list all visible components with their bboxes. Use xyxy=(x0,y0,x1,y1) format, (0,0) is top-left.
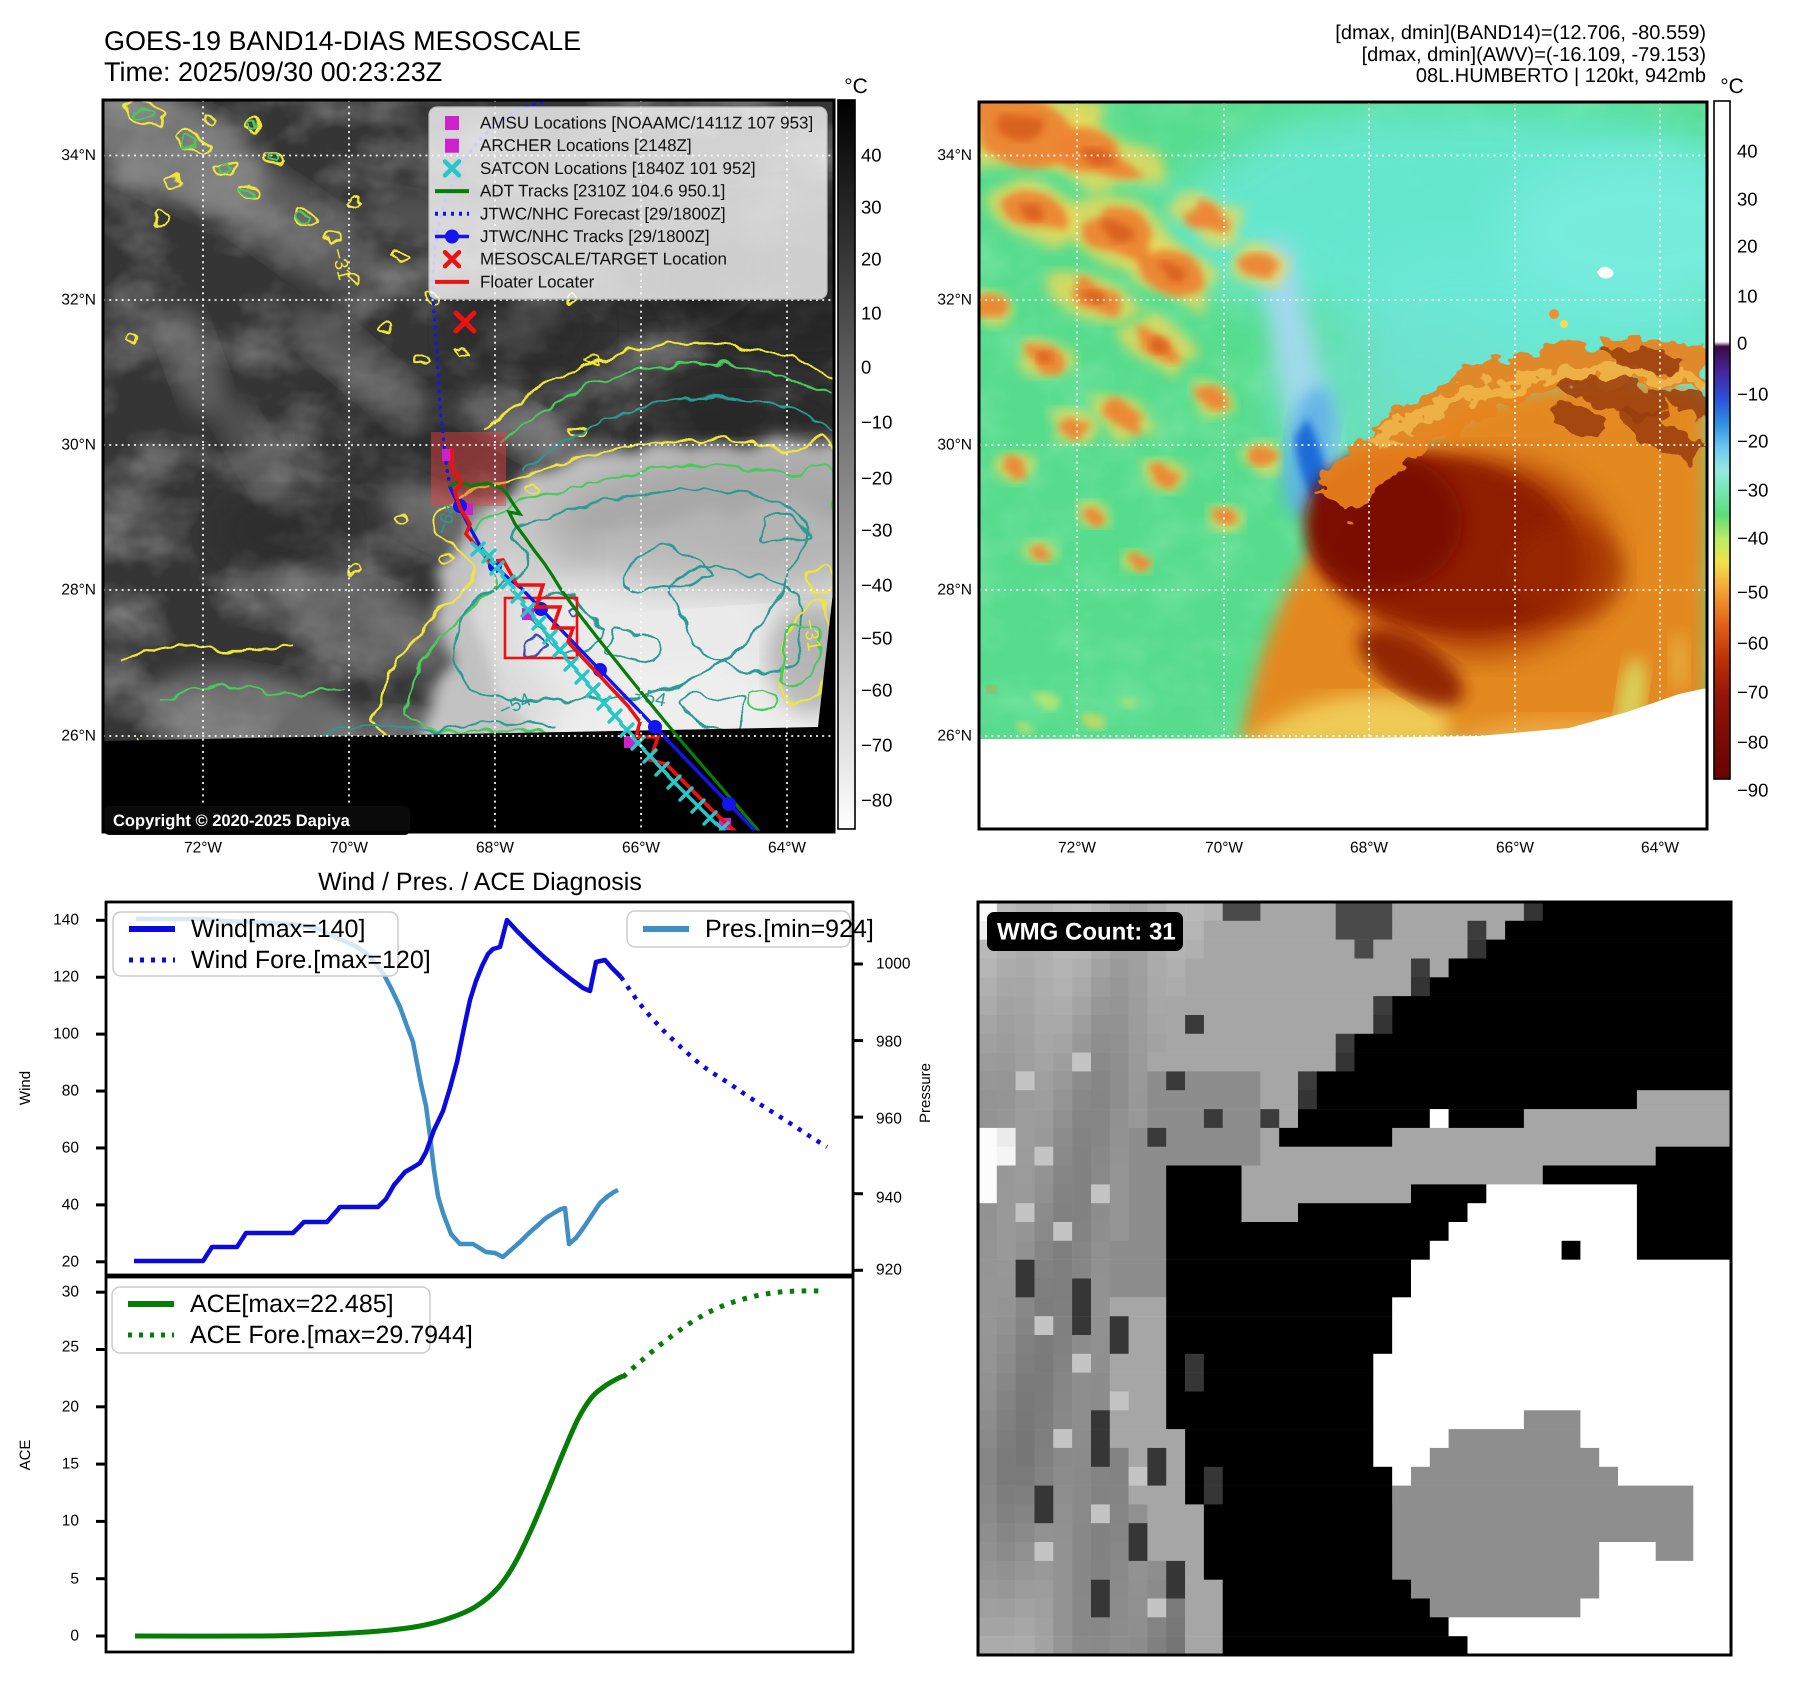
svg-text:SATCON Locations [1840Z 101 95: SATCON Locations [1840Z 101 952] xyxy=(480,159,756,178)
svg-text:−10: −10 xyxy=(1737,384,1768,405)
svg-text:32°N: 32°N xyxy=(937,292,972,309)
svg-text:Wind: Wind xyxy=(17,1071,34,1105)
svg-text:−40: −40 xyxy=(861,575,892,596)
svg-text:°C: °C xyxy=(844,75,868,98)
svg-text:0: 0 xyxy=(861,357,871,378)
svg-text:28°N: 28°N xyxy=(61,582,96,599)
svg-text:30: 30 xyxy=(62,1284,80,1301)
svg-text:−50: −50 xyxy=(861,628,892,649)
svg-text:Pres.[min=924]: Pres.[min=924] xyxy=(705,915,874,943)
svg-text:GOES-19 BAND14-DIAS MESOSCALE: GOES-19 BAND14-DIAS MESOSCALE xyxy=(104,26,581,56)
svg-text:66°W: 66°W xyxy=(622,840,660,857)
svg-text:34°N: 34°N xyxy=(937,147,972,164)
svg-text:30: 30 xyxy=(861,197,882,218)
svg-text:ARCHER Locations [2148Z]: ARCHER Locations [2148Z] xyxy=(480,136,692,155)
svg-text:−40: −40 xyxy=(1737,528,1768,549)
svg-text:−80: −80 xyxy=(861,790,892,811)
svg-text:30°N: 30°N xyxy=(937,437,972,454)
svg-text:Wind / Pres. / ACE Diagnosis: Wind / Pres. / ACE Diagnosis xyxy=(318,868,642,896)
svg-text:920: 920 xyxy=(876,1262,902,1279)
svg-text:ACE: ACE xyxy=(17,1440,34,1471)
svg-text:−50: −50 xyxy=(1737,582,1768,603)
svg-text:JTWC/NHC Tracks [29/1800Z]: JTWC/NHC Tracks [29/1800Z] xyxy=(480,227,710,246)
svg-text:80: 80 xyxy=(62,1083,80,1100)
svg-text:32°N: 32°N xyxy=(61,292,96,309)
svg-text:−60: −60 xyxy=(1737,633,1768,654)
svg-text:20: 20 xyxy=(861,249,882,270)
svg-text:Floater Locater: Floater Locater xyxy=(480,272,595,291)
svg-text:10: 10 xyxy=(62,1513,80,1530)
svg-text:−60: −60 xyxy=(861,680,892,701)
svg-text:−80: −80 xyxy=(1737,732,1768,753)
svg-text:Wind Fore.[max=120]: Wind Fore.[max=120] xyxy=(191,946,431,974)
svg-text:28°N: 28°N xyxy=(937,582,972,599)
svg-text:1000: 1000 xyxy=(876,956,911,973)
svg-text:ACE[max=22.485]: ACE[max=22.485] xyxy=(190,1290,394,1318)
svg-text:−70: −70 xyxy=(1737,682,1768,703)
svg-text:10: 10 xyxy=(861,303,882,324)
svg-text:40: 40 xyxy=(861,145,882,166)
svg-text:940: 940 xyxy=(876,1190,902,1207)
svg-text:66°W: 66°W xyxy=(1496,840,1534,857)
svg-text:−30: −30 xyxy=(1737,480,1768,501)
svg-text:MESOSCALE/TARGET Location: MESOSCALE/TARGET Location xyxy=(480,250,727,269)
svg-text:72°W: 72°W xyxy=(184,840,222,857)
svg-text:Time: 2025/09/30 00:23:23Z: Time: 2025/09/30 00:23:23Z xyxy=(104,57,442,87)
svg-text:70°W: 70°W xyxy=(1205,840,1243,857)
svg-text:30: 30 xyxy=(1737,189,1758,210)
svg-text:ACE Fore.[max=29.7944]: ACE Fore.[max=29.7944] xyxy=(190,1321,473,1349)
svg-text:64°W: 64°W xyxy=(1641,840,1679,857)
svg-text:40: 40 xyxy=(62,1197,80,1214)
svg-text:980: 980 xyxy=(876,1034,902,1051)
svg-text:°C: °C xyxy=(1720,75,1744,98)
svg-text:15: 15 xyxy=(62,1456,79,1473)
svg-text:ADT Tracks [2310Z 104.6 950.1]: ADT Tracks [2310Z 104.6 950.1] xyxy=(480,182,725,201)
svg-text:−70: −70 xyxy=(861,735,892,756)
svg-text:Wind[max=140]: Wind[max=140] xyxy=(191,915,365,943)
svg-text:40: 40 xyxy=(1737,141,1758,162)
svg-text:34°N: 34°N xyxy=(61,147,96,164)
svg-text:0: 0 xyxy=(70,1628,79,1645)
svg-text:10: 10 xyxy=(1737,286,1758,307)
svg-text:20: 20 xyxy=(62,1254,80,1271)
svg-text:Copyright © 2020-2025 Dapiya: Copyright © 2020-2025 Dapiya xyxy=(113,812,351,830)
svg-text:−20: −20 xyxy=(1737,431,1768,452)
svg-text:25: 25 xyxy=(62,1339,79,1356)
svg-text:AMSU Locations [NOAAMC/1411Z 1: AMSU Locations [NOAAMC/1411Z 107 953] xyxy=(480,114,813,133)
svg-text:−20: −20 xyxy=(861,468,892,489)
svg-text:70°W: 70°W xyxy=(330,840,368,857)
svg-text:20: 20 xyxy=(1737,236,1758,257)
svg-text:Pressure: Pressure xyxy=(917,1063,934,1123)
svg-text:140: 140 xyxy=(53,912,79,929)
svg-text:64°W: 64°W xyxy=(768,840,806,857)
svg-text:−30: −30 xyxy=(861,520,892,541)
svg-text:26°N: 26°N xyxy=(61,728,96,745)
svg-text:30°N: 30°N xyxy=(61,437,96,454)
svg-text:68°W: 68°W xyxy=(1350,840,1388,857)
svg-text:JTWC/NHC Forecast [29/1800Z]: JTWC/NHC Forecast [29/1800Z] xyxy=(480,204,726,223)
svg-text:960: 960 xyxy=(876,1111,902,1128)
svg-text:08L.HUMBERTO | 120kt, 942mb: 08L.HUMBERTO | 120kt, 942mb xyxy=(1416,65,1706,87)
svg-text:100: 100 xyxy=(53,1026,79,1043)
svg-text:[dmax, dmin](AWV)=(-16.109, -7: [dmax, dmin](AWV)=(-16.109, -79.153) xyxy=(1362,44,1706,66)
svg-text:120: 120 xyxy=(53,969,79,986)
svg-text:5: 5 xyxy=(70,1571,79,1588)
svg-text:60: 60 xyxy=(62,1140,80,1157)
svg-text:20: 20 xyxy=(62,1399,80,1416)
svg-text:[dmax, dmin](BAND14)=(12.706,: [dmax, dmin](BAND14)=(12.706, -80.559) xyxy=(1335,22,1706,44)
svg-text:0: 0 xyxy=(1737,333,1747,354)
svg-text:−90: −90 xyxy=(1737,780,1768,801)
svg-text:26°N: 26°N xyxy=(937,728,972,745)
svg-text:−10: −10 xyxy=(861,412,892,433)
svg-text:72°W: 72°W xyxy=(1058,840,1096,857)
svg-text:68°W: 68°W xyxy=(476,840,514,857)
svg-text:WMG Count: 31: WMG Count: 31 xyxy=(997,919,1176,946)
